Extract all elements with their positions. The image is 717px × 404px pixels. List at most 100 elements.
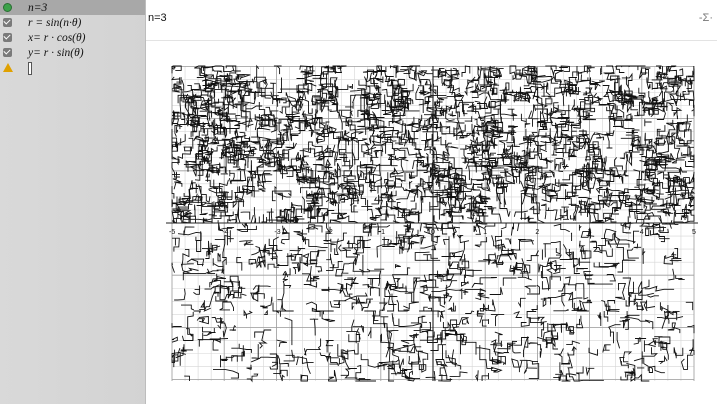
curve-segment xyxy=(487,90,500,101)
visibility-dot-icon[interactable] xyxy=(3,3,12,12)
curve-segment xyxy=(585,367,595,377)
curve-segment xyxy=(352,94,370,104)
expression-text[interactable]: n=3 xyxy=(28,1,48,14)
curve-segment xyxy=(238,88,249,118)
curve-segment xyxy=(296,172,309,184)
curve-segment xyxy=(602,85,610,98)
curve-segment xyxy=(377,65,387,72)
curve-segment xyxy=(579,257,591,266)
curve-segment xyxy=(573,302,582,311)
curve-segment xyxy=(263,309,268,315)
curve-segment xyxy=(220,191,229,201)
curve-segment xyxy=(219,112,223,135)
input-bar[interactable]: n=3 -Σ· xyxy=(146,0,717,41)
curve-segment xyxy=(239,80,248,89)
curve-segment xyxy=(438,67,447,74)
curve-segment xyxy=(509,261,518,272)
expression-row-r[interactable]: r = sin(n·θ) xyxy=(0,15,145,30)
curve-segment xyxy=(394,90,409,101)
expression-text[interactable]: r = sin(n·θ) xyxy=(28,16,82,29)
curve-segment xyxy=(578,200,587,213)
curve-segment xyxy=(430,107,452,115)
curve-segment xyxy=(171,158,180,178)
curve-segment xyxy=(424,80,431,92)
curve-segment xyxy=(248,259,257,265)
curve-segment xyxy=(212,66,222,72)
curve-segment xyxy=(172,111,181,119)
graph-canvas[interactable]: -5 -4 -3 -2 -1 0 1 2 3 4 5 xyxy=(146,41,717,404)
curve-segment xyxy=(408,180,413,189)
curve-segment xyxy=(425,224,455,229)
curve-segment xyxy=(553,369,564,381)
checkbox-icon[interactable] xyxy=(3,18,12,27)
curve-segment xyxy=(279,362,289,382)
curve-segment xyxy=(656,125,666,137)
curve-segment xyxy=(208,240,210,255)
sigma-icon[interactable]: -Σ· xyxy=(698,12,713,24)
curve-segment xyxy=(628,188,656,194)
curve-segment xyxy=(350,69,375,92)
expression-text[interactable]: y= r · sin(θ) xyxy=(28,46,84,59)
curve-segment xyxy=(387,289,397,305)
checkbox-icon[interactable] xyxy=(3,33,12,42)
curve-segment xyxy=(191,101,197,113)
curve-segment xyxy=(678,129,692,144)
curve-segment xyxy=(236,256,243,271)
curve-segment xyxy=(251,132,259,143)
curve-segment xyxy=(476,173,492,182)
curve-segment xyxy=(312,77,328,85)
curve-segment xyxy=(500,101,502,124)
curve-segment xyxy=(170,76,181,84)
curve-segment xyxy=(566,340,580,345)
input-bar-text[interactable]: n=3 xyxy=(148,12,167,24)
text-cursor[interactable] xyxy=(28,62,32,75)
curve-segment xyxy=(186,328,193,337)
curve-segment xyxy=(205,147,214,155)
curve-segment xyxy=(266,214,288,223)
curve-segment xyxy=(646,143,658,155)
curve-segment xyxy=(423,254,438,261)
curve-segment xyxy=(407,223,409,233)
curve-segment xyxy=(621,72,633,87)
curve-segment xyxy=(576,315,584,329)
expression-row-n[interactable]: n=3 xyxy=(0,0,145,15)
curve-segment xyxy=(419,306,428,312)
graph-svg[interactable]: -5 -4 -3 -2 -1 0 1 2 3 4 5 xyxy=(146,41,717,404)
curve-segment xyxy=(368,174,381,187)
curve-segment xyxy=(439,106,455,122)
expression-row-y[interactable]: y= r · sin(θ) xyxy=(0,45,145,60)
curve-segment xyxy=(441,256,463,262)
curve-segment xyxy=(299,147,312,154)
curve-segment xyxy=(449,258,466,270)
expression-row-x[interactable]: x= r · cos(θ) xyxy=(0,30,145,45)
curve-segment xyxy=(670,198,685,212)
curve-segment xyxy=(434,125,451,134)
curve-segment xyxy=(666,121,685,127)
curve-segment xyxy=(574,77,592,83)
curve-segment xyxy=(474,237,488,248)
curve-segment xyxy=(364,310,379,321)
curve-segment xyxy=(250,284,260,294)
curve-segment xyxy=(437,310,446,318)
curve-segment xyxy=(354,128,376,137)
curve-segment xyxy=(236,141,246,149)
curve-segment xyxy=(478,194,491,200)
expression-row-empty[interactable] xyxy=(0,60,145,75)
curve-segment xyxy=(415,86,424,113)
curve-segment xyxy=(466,183,480,191)
curve-segment xyxy=(338,148,347,162)
curve-segment xyxy=(269,119,278,133)
curve-segment xyxy=(202,202,234,216)
curve-segment xyxy=(571,137,586,150)
curve-segment xyxy=(596,130,615,137)
curve-segment xyxy=(415,152,422,159)
axes xyxy=(166,66,698,381)
curve-segment xyxy=(296,229,308,237)
curve-segment xyxy=(578,201,589,210)
checkbox-icon[interactable] xyxy=(3,48,12,57)
curve-segment xyxy=(491,339,503,346)
curve-segment xyxy=(641,222,650,227)
curve-segment xyxy=(407,66,416,80)
curve-segment xyxy=(225,65,233,69)
expression-text[interactable]: x= r · cos(θ) xyxy=(28,31,86,44)
